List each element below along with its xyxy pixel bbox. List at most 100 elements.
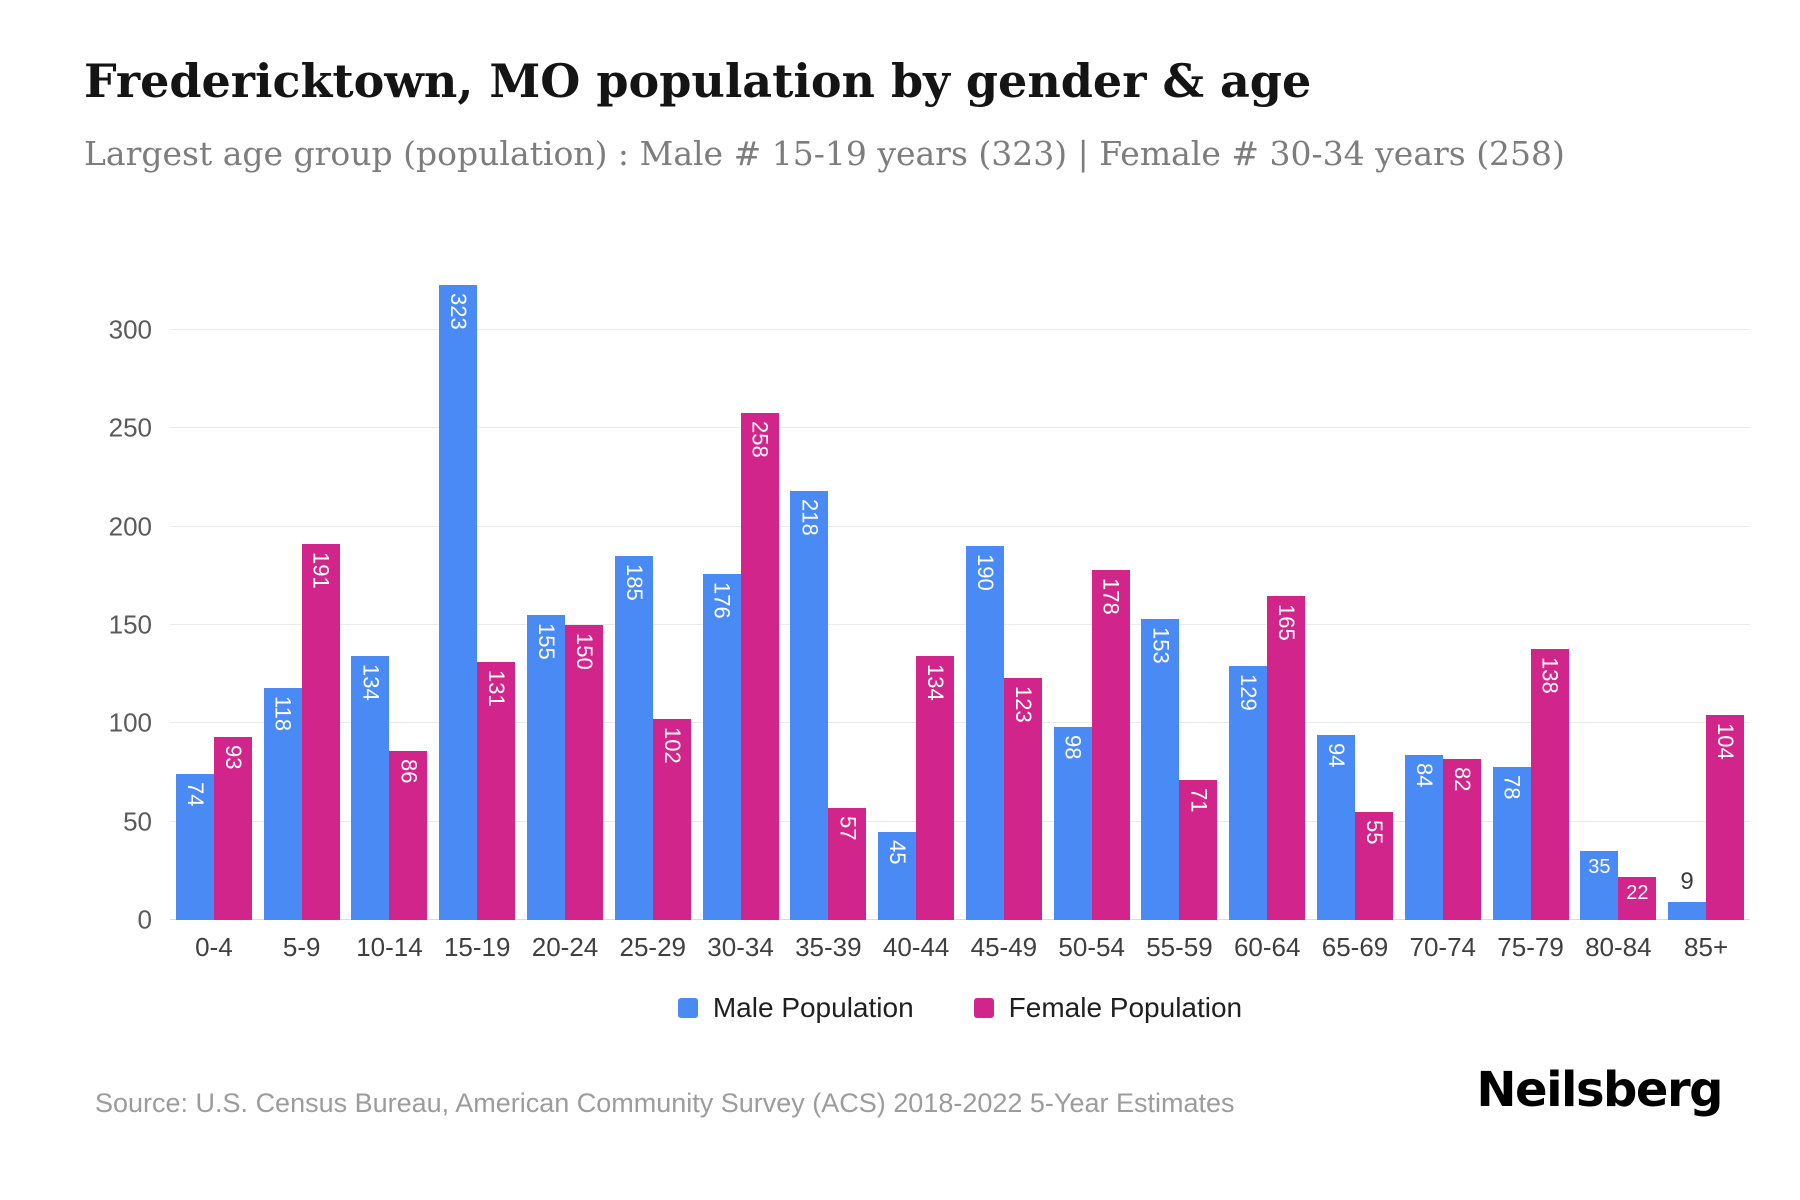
bar-value-label: 78 [1499,774,1525,800]
x-tick-label-85+: 85+ [1684,932,1729,962]
x-tick-label-70-74: 70-74 [1409,932,1477,962]
bar-value-label: 218 [797,499,823,536]
bar-female-20-24: 150 [565,625,603,920]
bar-value-label: 123 [1010,686,1036,723]
x-tick-label-10-14: 10-14 [356,932,423,962]
bar-male-45-49: 190 [965,546,1004,920]
y-tick-label-100: 100 [108,707,152,738]
bar-value-label: 150 [572,633,597,670]
bar-male-85+: 9 [1668,870,1707,920]
bar-female-85+: 104 [1706,715,1745,920]
source-text: Source: U.S. Census Bureau, American Com… [95,1088,1235,1118]
bar-value-label: 82 [1449,766,1475,792]
bar-value-label: 102 [659,727,685,765]
bar-male-15-19: 323 [439,284,478,920]
bar-value-label: 185 [621,564,647,601]
chart-subtitle: Largest age group (population) : Male # … [84,134,1565,173]
x-tick-label-20-24: 20-24 [531,932,599,962]
x-tick-label-50-54: 50-54 [1058,932,1125,962]
bar-male-35-39: 218 [790,491,829,920]
x-tick-label-5-9: 5-9 [282,932,321,962]
x-tick-label-30-34: 30-34 [707,932,774,962]
bar-male-40-44: 45 [878,831,917,920]
x-tick-label-15-19: 15-19 [443,932,511,962]
x-tick-label-45-49: 45-49 [970,932,1038,962]
bar-female-0-4: 93 [213,737,252,920]
bar-male-80-84: 35 [1580,851,1619,920]
legend-label: Male Population [712,992,914,1023]
gridline-300 [170,329,1750,330]
neilsberg-logo: Neilsberg [1476,1062,1723,1118]
bar-value-label: 74 [182,782,208,807]
bar-value-label: 57 [835,815,861,841]
bar-value-label: 165 [1274,603,1300,641]
bar-value-label: 134 [923,664,949,702]
bar-value-label: 323 [446,292,472,330]
gridline-150 [170,624,1750,625]
legend-item: Female Population [973,992,1243,1024]
bar-value-label: 138 [1537,656,1563,694]
bar-value-label: 94 [1324,743,1349,768]
bar-value-label: 55 [1362,819,1387,845]
legend: Male Population Female Population [170,992,1750,1024]
bar-female-70-74: 82 [1442,758,1481,920]
bar-value-label: 84 [1411,762,1437,788]
chart-title: Fredericktown, MO population by gender &… [84,54,1312,108]
gridline-200 [170,525,1750,527]
y-tick-label-300: 300 [108,314,152,345]
bar-value-label: 86 [396,758,422,784]
bar-male-20-24: 155 [527,615,565,920]
y-tick-label-200: 200 [108,511,152,542]
bar-male-0-4: 74 [175,774,214,920]
bar-male-60-64: 129 [1229,666,1268,920]
bar-female-60-64: 165 [1267,595,1306,920]
x-tick-label-75-79: 75-79 [1497,932,1564,962]
x-tick-label-55-59: 55-59 [1146,932,1213,962]
bar-male-55-59: 153 [1141,619,1180,920]
bar-value-label: 9 [1680,868,1694,896]
bar-value-label: 45 [885,839,911,864]
bar-male-10-14: 134 [351,656,390,920]
gridline-50 [170,820,1750,822]
y-tick-label-150: 150 [108,609,152,640]
bar-value-label: 176 [709,581,735,619]
bar-female-10-14: 86 [389,750,428,920]
bar-value-label: 191 [308,552,334,590]
bar-value-label: 22 [1626,881,1649,904]
y-axis: 0 50 100 150 200 250 300 [80,270,152,935]
bar-male-25-29: 185 [614,556,653,920]
bar-male-75-79: 78 [1492,766,1531,920]
bar-value-label: 129 [1236,674,1262,712]
y-tick-label-0: 0 [137,904,152,935]
bar-female-40-44: 134 [916,656,955,920]
gridline-100 [170,722,1750,724]
bar-female-55-59: 71 [1179,780,1218,920]
bar-value-label: 153 [1148,627,1174,664]
bar-female-65-69: 55 [1355,811,1393,920]
y-tick-label-250: 250 [108,412,152,443]
x-tick-label-35-39: 35-39 [795,932,862,962]
bar-value-label: 178 [1098,577,1124,615]
bar-value-label: 71 [1186,788,1212,813]
bar-male-70-74: 84 [1404,754,1443,920]
legend-swatch-icon [677,998,698,1018]
x-tick-label-0-4: 0-4 [195,932,233,962]
gridline-250 [170,427,1750,429]
x-tick-label-80-84: 80-84 [1585,932,1652,962]
x-tick-label-60-64: 60-64 [1233,932,1301,962]
x-tick-label-40-44: 40-44 [882,932,950,962]
bar-value-label: 134 [358,664,384,702]
bar-female-45-49: 123 [1003,678,1042,920]
gridline-0 [170,919,1750,920]
legend-label: Female Population [1008,992,1243,1023]
bar-value-label: 155 [534,623,559,660]
bar-value-label: 131 [484,670,510,708]
bar-male-65-69: 94 [1317,735,1355,920]
bar-value-label: 104 [1713,723,1739,761]
legend-item: Male Population [677,992,914,1024]
bar-female-30-34: 258 [740,412,779,920]
bar-value-label: 258 [747,420,773,458]
bar-male-50-54: 98 [1053,727,1092,920]
bar-male-5-9: 118 [263,687,302,920]
